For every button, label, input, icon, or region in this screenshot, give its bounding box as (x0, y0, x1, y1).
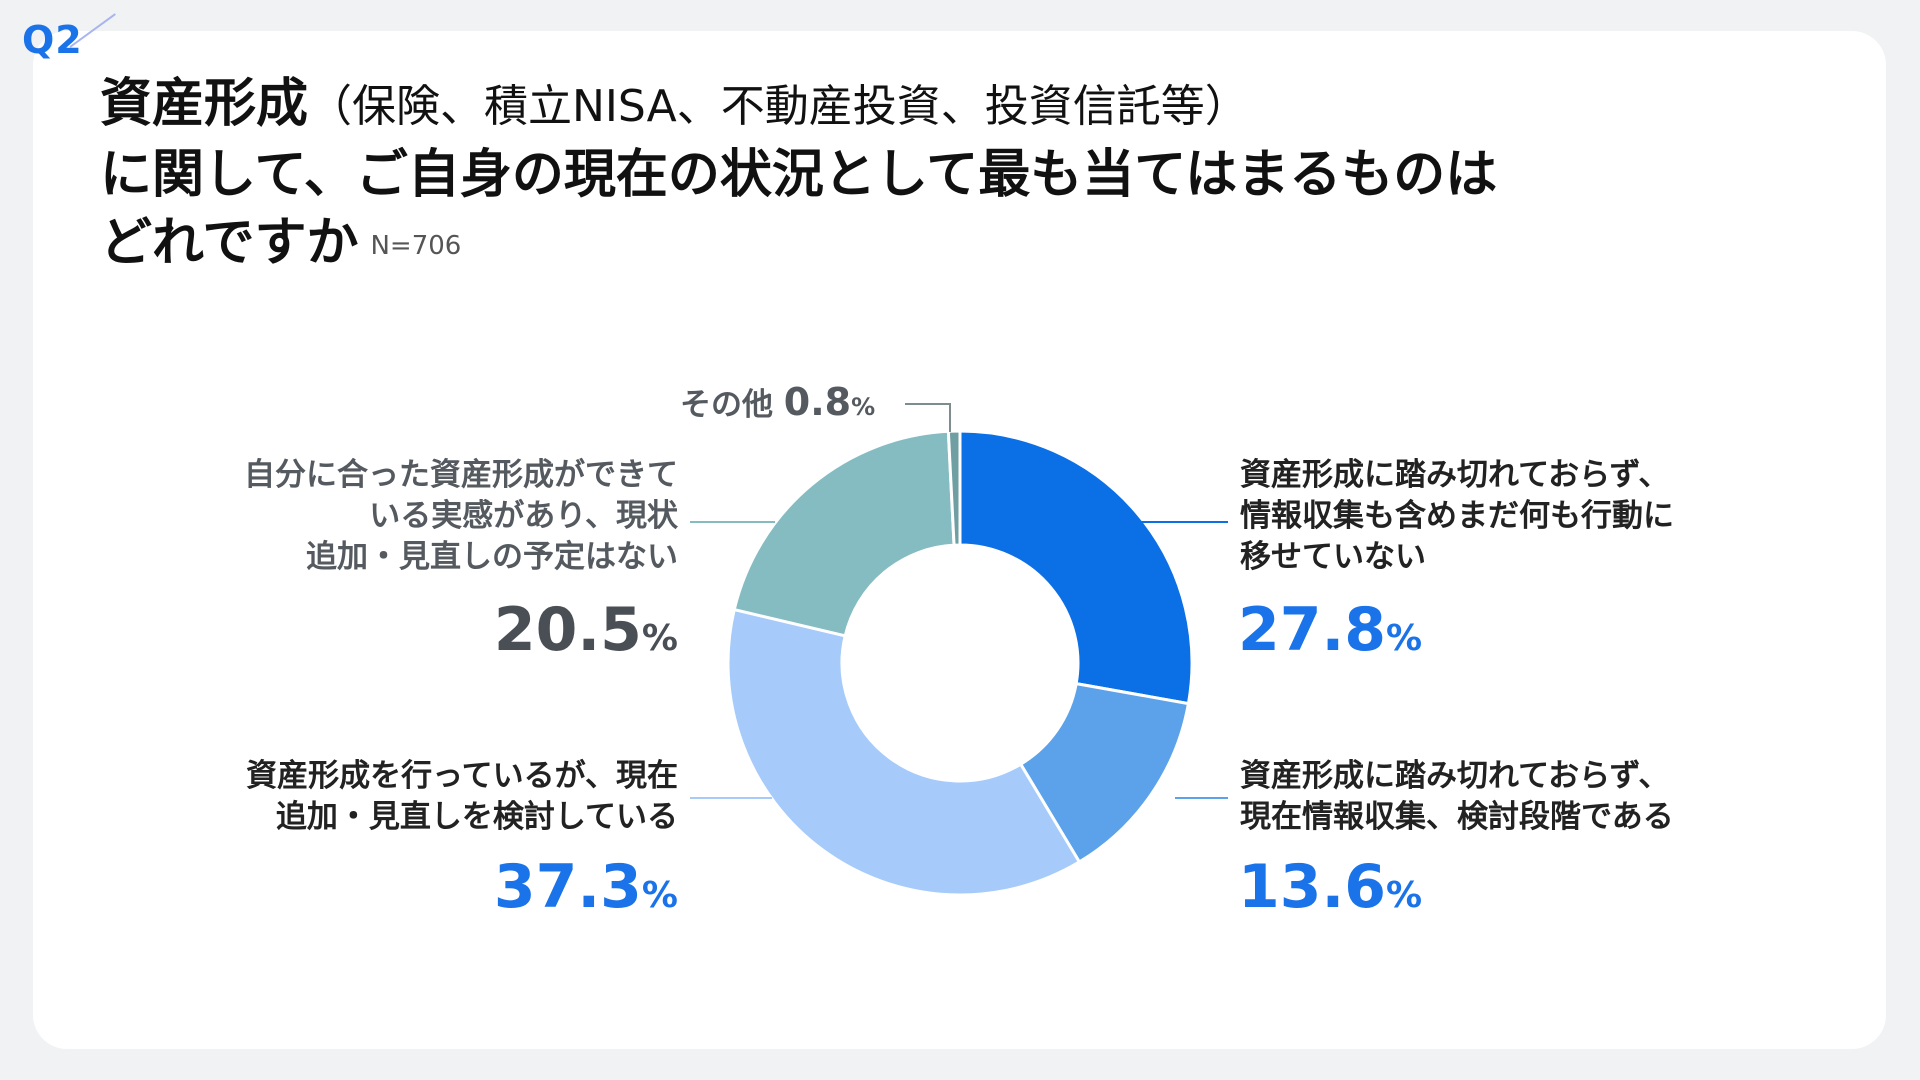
label-s4: 自分に合った資産形成ができて いる実感があり、現状 追加・見直しの予定はない (130, 455, 678, 578)
label-s4-line: 追加・見直しの予定はない (306, 539, 678, 575)
question-tag: Q2 (22, 18, 83, 62)
label-s2-line: 現在情報収集、検討段階である (1240, 799, 1674, 835)
value-s4-number: 20.5 (493, 595, 642, 665)
label-s3-line: 追加・見直しを検討している (275, 799, 678, 835)
label-other-value: 0.8 (783, 380, 852, 424)
donut-slice-s3 (726, 607, 1082, 897)
label-s2: 資産形成に踏み切れておらず、 現在情報収集、検討段階である (1240, 756, 1674, 838)
value-s4-unit: % (641, 618, 678, 659)
label-s1-line: 資産形成に踏み切れておらず、 (1240, 457, 1670, 493)
leader-line-other (905, 403, 951, 432)
label-s2-line: 資産形成に踏み切れておらず、 (1240, 758, 1670, 794)
label-other-unit: % (851, 393, 876, 421)
label-other: その他 0.8% (680, 380, 875, 429)
label-s4-line: いる実感があり、現状 (369, 498, 678, 534)
title-paren: （保険、積立NISA、不動産投資、投資信託等） (308, 81, 1249, 132)
title-main: 資産形成 (100, 74, 309, 134)
donut-slice-other (946, 429, 962, 547)
label-s3: 資産形成を行っているが、現在 追加・見直しを検討している (130, 756, 678, 838)
label-s1-line: 情報収集も含めまだ何も行動に (1240, 498, 1674, 534)
value-s3-unit: % (641, 875, 678, 916)
donut-slice-s1 (958, 429, 1194, 706)
value-s2-unit: % (1386, 875, 1423, 916)
label-s1-line: 移せていない (1240, 539, 1426, 575)
label-s3-line: 資産形成を行っているが、現在 (246, 758, 678, 794)
sample-size: N=706 (370, 231, 462, 261)
title-line2: に関して、ご自身の現在の状況として最も当てはまるものは (100, 145, 1498, 205)
title-line3: どれですか (100, 213, 359, 273)
label-s4-line: 自分に合った資産形成ができて (244, 457, 678, 493)
value-s4: 20.5% (330, 595, 678, 674)
donut-slice-s4 (732, 429, 956, 638)
page-title: 資産形成（保険、積立NISA、不動産投資、投資信託等） に関して、ご自身の現在の… (100, 70, 1800, 280)
label-s1: 資産形成に踏み切れておらず、 情報収集も含めまだ何も行動に 移せていない (1240, 455, 1674, 578)
value-s2: 13.6% (1238, 852, 1422, 931)
value-s3: 37.3% (330, 852, 678, 931)
value-s2-number: 13.6 (1238, 852, 1387, 922)
value-s1-number: 27.8 (1238, 595, 1387, 665)
value-s1: 27.8% (1238, 595, 1422, 674)
label-other-name: その他 (680, 387, 773, 423)
value-s1-unit: % (1386, 618, 1423, 659)
value-s3-number: 37.3 (493, 852, 642, 922)
